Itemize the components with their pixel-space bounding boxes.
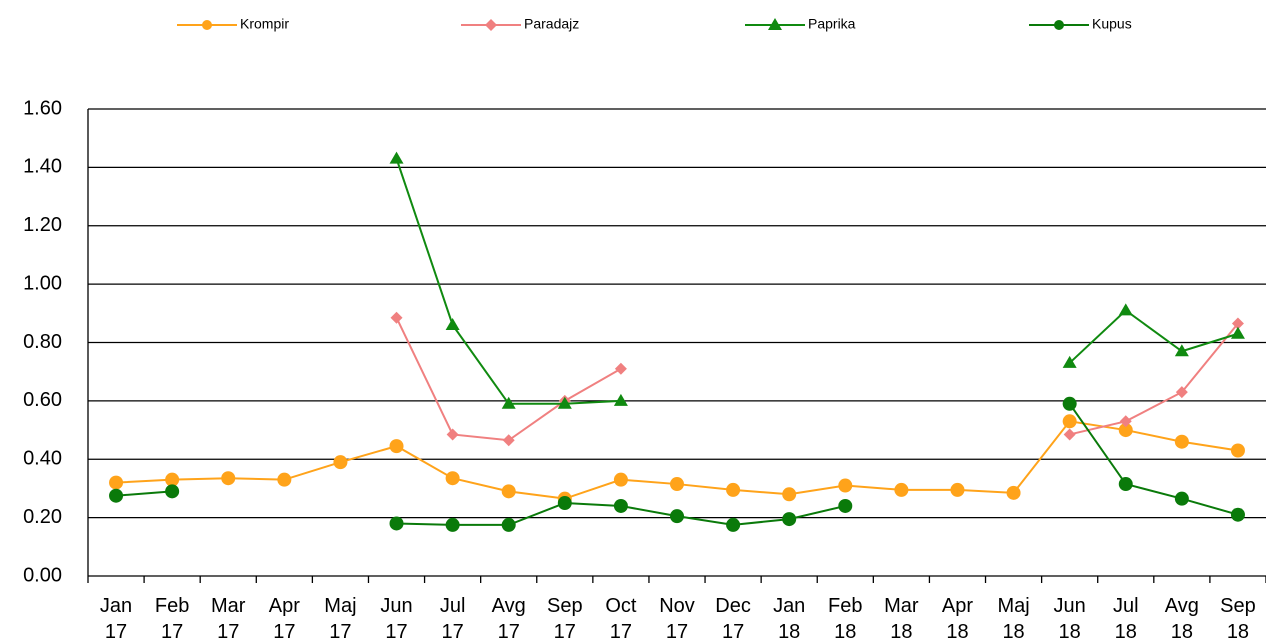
data-point xyxy=(613,472,628,487)
data-point xyxy=(726,482,741,497)
data-point xyxy=(389,151,404,164)
data-point xyxy=(333,455,348,470)
x-tick-label: Jan 17 xyxy=(100,595,132,642)
data-point xyxy=(782,487,797,502)
data-point xyxy=(165,484,180,499)
x-tick-label: Jul 17 xyxy=(440,595,466,642)
y-tick-label: 0.00 xyxy=(23,564,62,586)
legend-marker xyxy=(1054,20,1064,30)
x-tick-label: Sep 17 xyxy=(547,595,583,642)
data-point xyxy=(389,516,404,531)
x-tick-label: Maj 18 xyxy=(997,595,1029,642)
y-tick-label: 1.20 xyxy=(23,214,62,236)
x-tick-label: Apr 17 xyxy=(269,595,300,642)
y-tick-label: 1.40 xyxy=(23,156,62,178)
data-point xyxy=(165,472,180,487)
y-tick-label: 0.20 xyxy=(23,506,62,528)
data-point xyxy=(390,311,403,324)
legend-marker xyxy=(768,18,782,30)
series-line xyxy=(395,317,1239,442)
x-tick-label: Jan 18 xyxy=(773,595,805,642)
data-point xyxy=(1118,477,1133,492)
x-tick-label: Oct 17 xyxy=(605,595,637,642)
x-tick-label: Mar 18 xyxy=(884,595,919,642)
x-tick-label: Avg 18 xyxy=(1165,595,1199,642)
x-tick-label: Mar 17 xyxy=(211,595,246,642)
legend-marker xyxy=(202,20,212,30)
data-point xyxy=(1230,507,1245,522)
data-point xyxy=(109,488,124,503)
legend-label: Kupus xyxy=(1092,16,1132,32)
data-point xyxy=(389,439,404,454)
x-tick-label: Avg 17 xyxy=(492,595,526,642)
x-tick-label: Dec 17 xyxy=(715,595,751,642)
x-tick-label: Feb 17 xyxy=(155,595,189,642)
data-point xyxy=(613,498,628,513)
legend-label: Krompir xyxy=(240,16,289,32)
x-tick-label: Jul 18 xyxy=(1113,595,1139,642)
data-point xyxy=(445,517,460,532)
data-point xyxy=(1175,386,1188,399)
data-point xyxy=(894,482,909,497)
data-point xyxy=(1174,344,1189,357)
data-point xyxy=(613,393,628,406)
data-point xyxy=(445,471,460,486)
data-point xyxy=(1118,303,1133,316)
data-point xyxy=(670,509,684,524)
x-tick-label: Maj 17 xyxy=(324,595,356,642)
data-point xyxy=(501,396,516,409)
x-tick-label: Nov 17 xyxy=(659,595,695,642)
y-tick-label: 0.40 xyxy=(23,448,62,470)
legend-marker xyxy=(485,19,497,31)
data-point xyxy=(1062,396,1077,411)
x-tick-label: Jun 18 xyxy=(1054,595,1086,642)
data-point xyxy=(1118,423,1133,438)
legend-label: Paradajz xyxy=(524,16,579,32)
y-tick-label: 1.60 xyxy=(23,97,62,119)
data-point xyxy=(1174,434,1189,449)
data-point xyxy=(782,512,797,527)
y-tick-label: 0.80 xyxy=(23,331,62,353)
data-point xyxy=(1062,414,1077,429)
series-line xyxy=(395,158,1239,405)
data-point xyxy=(1230,326,1245,339)
y-tick-label: 1.00 xyxy=(23,272,62,294)
data-point xyxy=(221,471,236,486)
data-point xyxy=(501,517,516,532)
x-tick-label: Feb 18 xyxy=(828,595,862,642)
data-point xyxy=(670,477,684,492)
data-point xyxy=(1006,485,1021,500)
data-point xyxy=(446,428,459,441)
data-point xyxy=(838,498,853,513)
data-point xyxy=(501,484,516,499)
x-tick-label: Apr 18 xyxy=(942,595,973,642)
data-point xyxy=(1119,415,1132,428)
data-point xyxy=(726,517,741,532)
data-point xyxy=(1231,317,1244,330)
data-point xyxy=(614,362,627,375)
data-point xyxy=(557,496,572,511)
data-point xyxy=(277,472,292,487)
data-point xyxy=(445,317,460,330)
y-tick-label: 0.60 xyxy=(23,389,62,411)
legend-label: Paprika xyxy=(808,16,856,32)
x-tick-label: Sep 18 xyxy=(1220,595,1256,642)
x-tick-label: Jun 17 xyxy=(380,595,412,642)
data-point xyxy=(838,478,853,493)
data-point xyxy=(1174,491,1189,506)
data-point xyxy=(557,396,572,409)
data-point xyxy=(1062,355,1077,368)
data-point xyxy=(1230,443,1245,458)
data-point xyxy=(502,434,515,447)
data-point xyxy=(1063,428,1076,441)
data-point xyxy=(950,482,965,497)
data-point xyxy=(109,475,124,490)
